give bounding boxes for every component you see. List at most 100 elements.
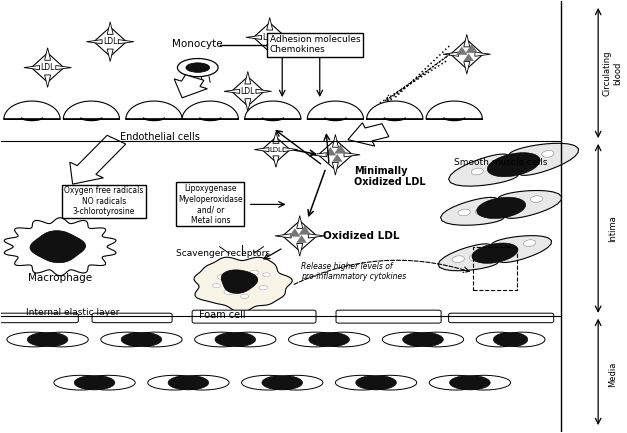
- Polygon shape: [332, 135, 339, 147]
- Polygon shape: [148, 375, 229, 390]
- Polygon shape: [87, 40, 102, 44]
- Polygon shape: [450, 375, 490, 390]
- Polygon shape: [224, 89, 240, 94]
- Polygon shape: [273, 132, 279, 143]
- Text: Release higher levels of
pro-inflammatory cytokines: Release higher levels of pro-inflammator…: [301, 262, 406, 281]
- FancyBboxPatch shape: [449, 313, 554, 323]
- Polygon shape: [456, 47, 467, 55]
- Polygon shape: [74, 375, 115, 390]
- Polygon shape: [299, 226, 310, 234]
- Text: Oxidized LDL: Oxidized LDL: [323, 231, 399, 241]
- Text: LDL: LDL: [241, 87, 255, 96]
- Polygon shape: [493, 332, 528, 347]
- Polygon shape: [348, 123, 389, 146]
- Polygon shape: [297, 216, 303, 228]
- Ellipse shape: [458, 209, 470, 216]
- Ellipse shape: [524, 240, 536, 246]
- Polygon shape: [382, 332, 463, 347]
- Polygon shape: [182, 101, 238, 119]
- Polygon shape: [107, 22, 113, 34]
- Polygon shape: [356, 375, 396, 390]
- Ellipse shape: [250, 270, 259, 275]
- Text: Foam cell: Foam cell: [199, 310, 246, 320]
- Polygon shape: [464, 34, 470, 47]
- Ellipse shape: [519, 158, 532, 165]
- Polygon shape: [174, 75, 208, 98]
- Polygon shape: [443, 52, 458, 56]
- Ellipse shape: [542, 150, 554, 157]
- Text: Media: Media: [608, 362, 617, 387]
- Text: LDL: LDL: [270, 147, 282, 152]
- Text: Smooth muscle cells: Smooth muscle cells: [455, 158, 548, 167]
- Polygon shape: [54, 375, 135, 390]
- Polygon shape: [126, 101, 182, 119]
- Ellipse shape: [530, 196, 543, 202]
- Polygon shape: [278, 36, 293, 39]
- Polygon shape: [441, 191, 562, 225]
- Polygon shape: [307, 101, 364, 119]
- Ellipse shape: [224, 289, 234, 294]
- Ellipse shape: [488, 165, 503, 173]
- Polygon shape: [475, 52, 490, 56]
- Ellipse shape: [470, 253, 485, 261]
- Polygon shape: [4, 101, 60, 119]
- Polygon shape: [245, 71, 251, 84]
- Polygon shape: [438, 236, 552, 271]
- Polygon shape: [332, 162, 339, 175]
- Polygon shape: [119, 40, 134, 44]
- Polygon shape: [246, 36, 261, 39]
- Polygon shape: [24, 65, 40, 70]
- Text: Oxygen free radicals
NO radicals
3-chlorotyrosine: Oxygen free radicals NO radicals 3-chlor…: [64, 187, 144, 216]
- Text: LDL: LDL: [263, 33, 277, 42]
- Text: LDL: LDL: [40, 63, 55, 72]
- Polygon shape: [344, 153, 360, 157]
- Polygon shape: [94, 27, 127, 56]
- Polygon shape: [297, 243, 303, 256]
- Polygon shape: [255, 148, 269, 152]
- Ellipse shape: [263, 273, 270, 277]
- Polygon shape: [101, 332, 182, 347]
- Polygon shape: [221, 270, 258, 293]
- Polygon shape: [245, 101, 301, 119]
- Polygon shape: [215, 332, 256, 347]
- FancyBboxPatch shape: [0, 313, 78, 323]
- Polygon shape: [56, 65, 71, 70]
- Polygon shape: [283, 148, 298, 152]
- Polygon shape: [335, 375, 417, 390]
- Ellipse shape: [507, 202, 520, 209]
- Ellipse shape: [472, 168, 483, 175]
- Ellipse shape: [177, 58, 218, 77]
- Polygon shape: [107, 49, 113, 61]
- Polygon shape: [266, 17, 273, 30]
- Polygon shape: [288, 332, 370, 347]
- Polygon shape: [448, 143, 578, 186]
- Text: Circulating
blood: Circulating blood: [603, 50, 622, 96]
- Polygon shape: [466, 44, 478, 53]
- Text: Adhesion molecules
Chemokines: Adhesion molecules Chemokines: [270, 35, 361, 55]
- Polygon shape: [429, 375, 510, 390]
- Polygon shape: [256, 89, 271, 94]
- Text: Macrophage: Macrophage: [28, 273, 92, 283]
- Text: LDL: LDL: [103, 37, 117, 46]
- Polygon shape: [194, 257, 292, 312]
- Polygon shape: [30, 231, 85, 263]
- Text: Internal elastic layer: Internal elastic layer: [26, 308, 119, 317]
- FancyBboxPatch shape: [192, 310, 316, 323]
- Bar: [473, 247, 517, 290]
- Polygon shape: [318, 140, 352, 170]
- FancyBboxPatch shape: [336, 310, 441, 323]
- Text: Minimally
Oxidized LDL: Minimally Oxidized LDL: [354, 165, 426, 187]
- Polygon shape: [297, 236, 307, 242]
- Polygon shape: [245, 99, 251, 111]
- Polygon shape: [487, 153, 540, 177]
- Polygon shape: [275, 234, 291, 238]
- Polygon shape: [45, 75, 51, 87]
- Polygon shape: [476, 332, 545, 347]
- Polygon shape: [121, 332, 162, 347]
- Polygon shape: [367, 101, 423, 119]
- Polygon shape: [45, 48, 51, 60]
- Polygon shape: [31, 53, 64, 82]
- Polygon shape: [266, 45, 273, 57]
- Polygon shape: [325, 148, 335, 155]
- Ellipse shape: [241, 294, 249, 298]
